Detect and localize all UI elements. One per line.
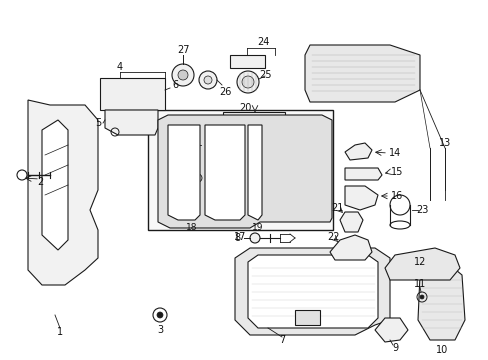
Polygon shape [158,115,331,228]
Polygon shape [345,186,377,210]
Text: 2: 2 [37,177,43,187]
Polygon shape [384,248,459,280]
Polygon shape [229,55,264,68]
Text: 22: 22 [326,232,339,242]
Circle shape [250,174,259,182]
Polygon shape [168,125,200,220]
Text: 4: 4 [117,62,123,72]
Circle shape [172,64,194,86]
Polygon shape [100,78,164,110]
Circle shape [203,76,212,84]
Text: 8: 8 [233,233,240,243]
Circle shape [157,312,163,318]
Polygon shape [247,125,262,220]
Text: 6: 6 [172,80,178,90]
Text: 9: 9 [391,343,397,353]
Text: 20: 20 [238,103,251,113]
Polygon shape [294,310,319,325]
Text: 13: 13 [438,138,450,148]
Circle shape [249,233,260,243]
Polygon shape [345,168,381,180]
Text: 10: 10 [435,345,447,355]
Text: 17: 17 [233,232,245,242]
Circle shape [419,295,423,299]
Text: 26: 26 [218,87,231,97]
Text: 21: 21 [330,203,343,213]
Polygon shape [223,112,285,140]
Polygon shape [247,255,377,328]
Polygon shape [329,235,371,260]
Text: 19: 19 [252,224,263,233]
Text: 23: 23 [415,205,427,215]
Circle shape [199,71,217,89]
Polygon shape [374,318,407,342]
Polygon shape [105,110,158,135]
Polygon shape [305,45,419,102]
Circle shape [237,71,259,93]
Polygon shape [42,120,68,250]
Text: 12: 12 [413,257,426,267]
Circle shape [194,174,202,182]
Polygon shape [417,265,464,340]
Text: 16: 16 [390,191,402,201]
Polygon shape [339,212,362,232]
Polygon shape [204,125,244,220]
Text: 11: 11 [413,279,425,289]
Text: 15: 15 [390,167,403,177]
Text: 5: 5 [95,118,101,128]
Circle shape [178,70,187,80]
Text: 25: 25 [258,70,271,80]
Text: 7: 7 [278,335,285,345]
Text: 27: 27 [176,45,189,55]
Text: 24: 24 [256,37,268,47]
Text: 3: 3 [157,325,163,335]
Text: 14: 14 [388,148,400,158]
Text: 1: 1 [57,327,63,337]
Bar [148,110,332,230]
Polygon shape [28,100,98,285]
Polygon shape [345,143,371,160]
Text: 18: 18 [186,224,197,233]
Circle shape [242,76,253,88]
Polygon shape [235,248,389,335]
